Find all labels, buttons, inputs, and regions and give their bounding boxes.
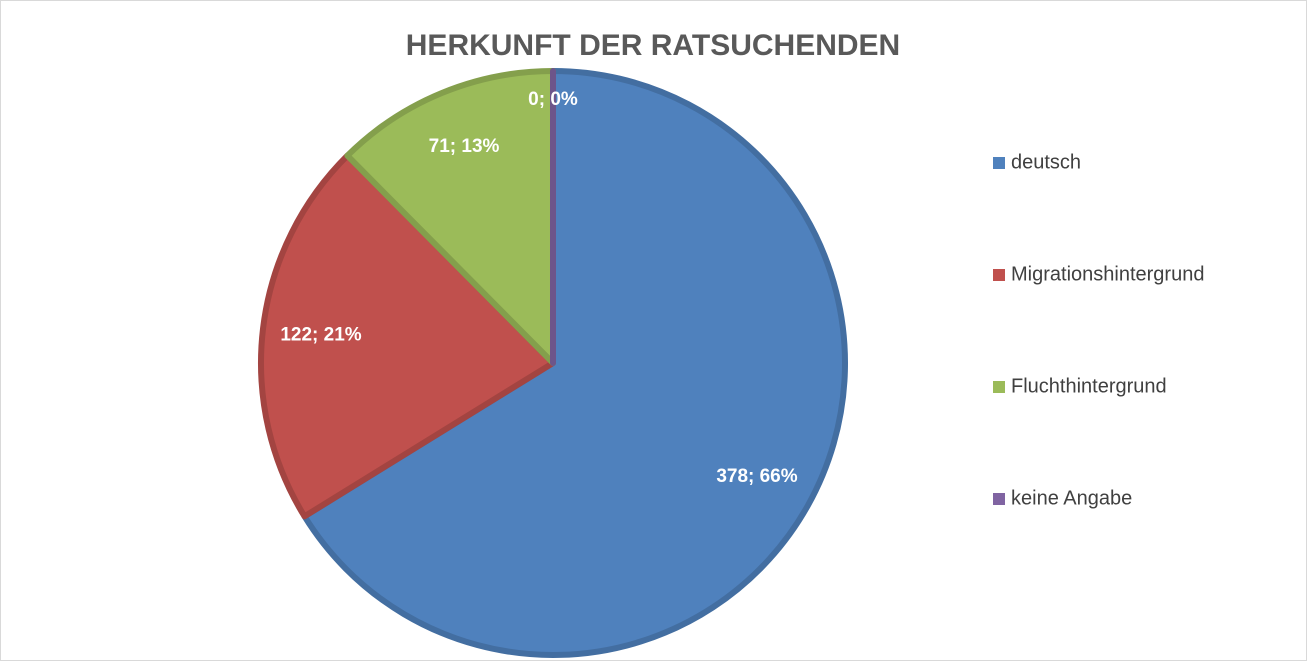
data-label: 122; 21%	[280, 324, 361, 345]
data-label: 378; 66%	[716, 466, 797, 487]
data-label: 0; 0%	[528, 89, 578, 110]
pie-slice	[301, 68, 848, 658]
legend-label: keine Angabe	[1011, 487, 1132, 509]
legend-label: deutsch	[1011, 151, 1081, 173]
data-label: 71; 13%	[429, 136, 500, 157]
legend-swatch	[993, 381, 1005, 393]
legend-swatch	[993, 493, 1005, 505]
chart-title: HERKUNFT DER RATSUCHENDEN	[406, 29, 900, 62]
pie-slice	[344, 68, 556, 366]
legend-swatch	[993, 157, 1005, 169]
pie-slice	[258, 152, 556, 520]
legend-label: Fluchthintergrund	[1011, 375, 1167, 397]
legend-swatch	[993, 269, 1005, 281]
legend-label: Migrationshintergrund	[1011, 263, 1204, 285]
